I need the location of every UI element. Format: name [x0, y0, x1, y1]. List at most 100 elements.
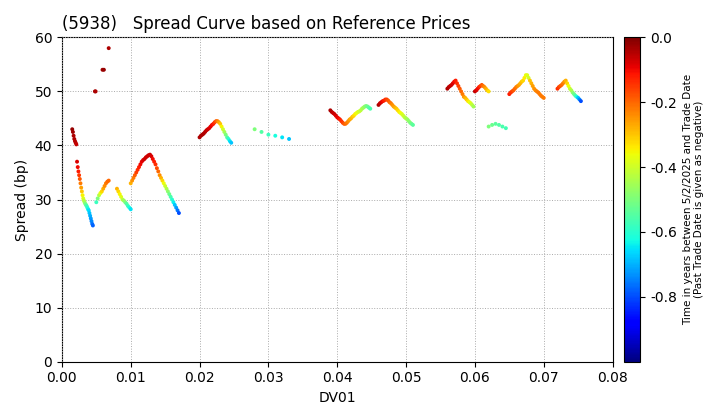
Point	[503, 91, 515, 97]
Point	[553, 84, 564, 90]
Point	[486, 121, 498, 128]
Point	[393, 109, 405, 116]
Point	[329, 111, 341, 118]
Point	[343, 118, 354, 124]
Point	[403, 118, 415, 124]
Point	[451, 80, 463, 87]
Point	[554, 83, 566, 89]
Point	[396, 111, 408, 118]
Point	[450, 77, 462, 84]
Point	[361, 103, 373, 110]
Point	[455, 88, 467, 95]
Point	[515, 80, 526, 87]
Point	[557, 80, 569, 87]
Point	[572, 94, 584, 101]
Point	[395, 110, 406, 116]
Point	[83, 207, 94, 214]
Point	[163, 191, 175, 197]
Point	[144, 151, 156, 158]
Point	[166, 196, 178, 203]
Point	[470, 87, 482, 94]
Point	[95, 190, 107, 197]
Point	[139, 156, 150, 163]
Point	[405, 119, 416, 126]
Point	[283, 136, 294, 142]
Point	[465, 100, 477, 107]
Point	[468, 103, 480, 110]
Point	[464, 99, 475, 105]
Point	[78, 197, 90, 204]
Point	[490, 121, 501, 127]
Point	[125, 180, 137, 186]
Point	[172, 207, 184, 214]
Point	[221, 134, 233, 141]
Point	[79, 200, 91, 207]
Point	[408, 121, 419, 128]
Point	[120, 199, 131, 206]
Point	[171, 204, 182, 211]
Point	[219, 129, 230, 135]
Point	[497, 123, 508, 130]
Point	[356, 105, 368, 112]
Point	[198, 130, 210, 137]
Point	[459, 94, 471, 101]
Point	[111, 185, 122, 192]
Point	[130, 169, 142, 176]
Point	[136, 158, 148, 165]
Point	[462, 98, 474, 105]
Point	[479, 84, 490, 90]
Point	[148, 158, 160, 165]
Point	[505, 89, 516, 96]
Point	[402, 116, 413, 123]
Point	[124, 204, 135, 211]
Point	[373, 102, 384, 108]
Point	[562, 80, 573, 87]
Point	[78, 195, 89, 202]
Point	[382, 97, 394, 104]
Point	[212, 118, 223, 124]
Point	[133, 164, 145, 171]
Point	[70, 139, 81, 146]
Point	[516, 78, 528, 85]
Point	[454, 85, 466, 92]
Y-axis label: Spread (bp): Spread (bp)	[15, 158, 29, 241]
Point	[256, 129, 267, 135]
X-axis label: DV01: DV01	[318, 391, 356, 405]
Point	[143, 152, 154, 159]
Point	[86, 218, 97, 225]
Point	[533, 89, 544, 96]
Point	[480, 85, 492, 92]
Point	[74, 176, 86, 182]
Point	[517, 77, 528, 84]
Point	[330, 113, 341, 119]
Point	[567, 89, 578, 96]
Point	[276, 134, 288, 141]
Point	[81, 204, 93, 211]
Point	[536, 93, 548, 100]
Point	[76, 188, 88, 195]
Point	[446, 81, 457, 88]
Point	[91, 199, 102, 206]
Point	[85, 215, 96, 222]
Point	[194, 134, 205, 141]
Point	[337, 119, 348, 126]
Point	[82, 206, 94, 213]
Point	[575, 98, 587, 105]
Point	[81, 203, 92, 210]
Point	[102, 178, 113, 185]
Point	[349, 111, 361, 118]
Point	[161, 185, 172, 192]
Point	[73, 172, 85, 178]
Point	[556, 81, 567, 88]
Point	[453, 83, 464, 89]
Point	[444, 83, 456, 89]
Point	[103, 45, 114, 52]
Point	[363, 104, 374, 111]
Point	[140, 154, 152, 161]
Point	[385, 100, 397, 107]
Point	[568, 91, 580, 97]
Point	[98, 66, 109, 73]
Point	[377, 98, 388, 105]
Point	[493, 121, 505, 128]
Point	[570, 92, 581, 99]
